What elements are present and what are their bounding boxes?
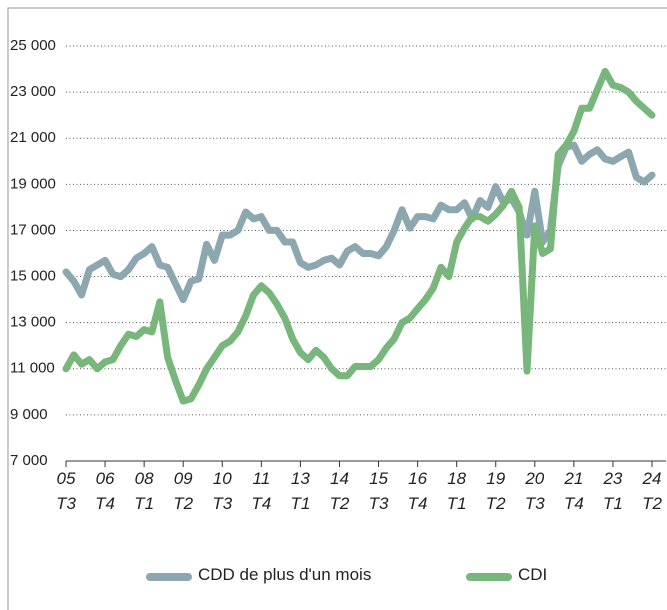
- y-tick-label: 13 000: [10, 314, 56, 331]
- x-tick-label: 08 T1: [134, 469, 155, 513]
- x-tick-label: 15 T3: [368, 469, 389, 513]
- x-tick-label: 13 T1: [290, 469, 311, 513]
- y-tick-label: 9 000: [10, 406, 48, 423]
- x-tick-label: 19 T2: [485, 469, 506, 513]
- y-tick-label: 7 000: [10, 452, 48, 469]
- legend-label: CDI: [518, 565, 548, 584]
- x-tick-label: 11 T4: [251, 469, 272, 513]
- x-tick-label: 05 T3: [56, 469, 76, 513]
- x-tick-label: 14 T2: [329, 469, 350, 513]
- x-tick-label: 09 T2: [173, 469, 194, 513]
- y-tick-label: 21 000: [10, 129, 56, 146]
- y-tick-label: 15 000: [10, 268, 56, 285]
- y-tick-label: 11 000: [10, 360, 55, 377]
- x-tick-label: 10 T3: [212, 469, 233, 513]
- x-tick-label: 06 T4: [95, 469, 115, 513]
- x-tick-label: 18 T1: [446, 469, 467, 513]
- x-tick-label: 24 T2: [642, 469, 662, 513]
- frame: [7, 7, 667, 610]
- y-tick-label: 23 000: [10, 83, 56, 100]
- x-tick-label: 16 T4: [407, 469, 428, 513]
- x-tick-label: 21 T4: [563, 469, 584, 513]
- y-tick-label: 25 000: [10, 37, 56, 54]
- legend-label: CDD de plus d'un mois: [198, 565, 372, 584]
- y-tick-label: 17 000: [10, 221, 56, 238]
- series-line: [62, 67, 656, 405]
- y-tick-label: 19 000: [10, 175, 56, 192]
- x-tick-label: 20 T3: [524, 469, 545, 513]
- x-tick-label: 23 T1: [603, 469, 623, 513]
